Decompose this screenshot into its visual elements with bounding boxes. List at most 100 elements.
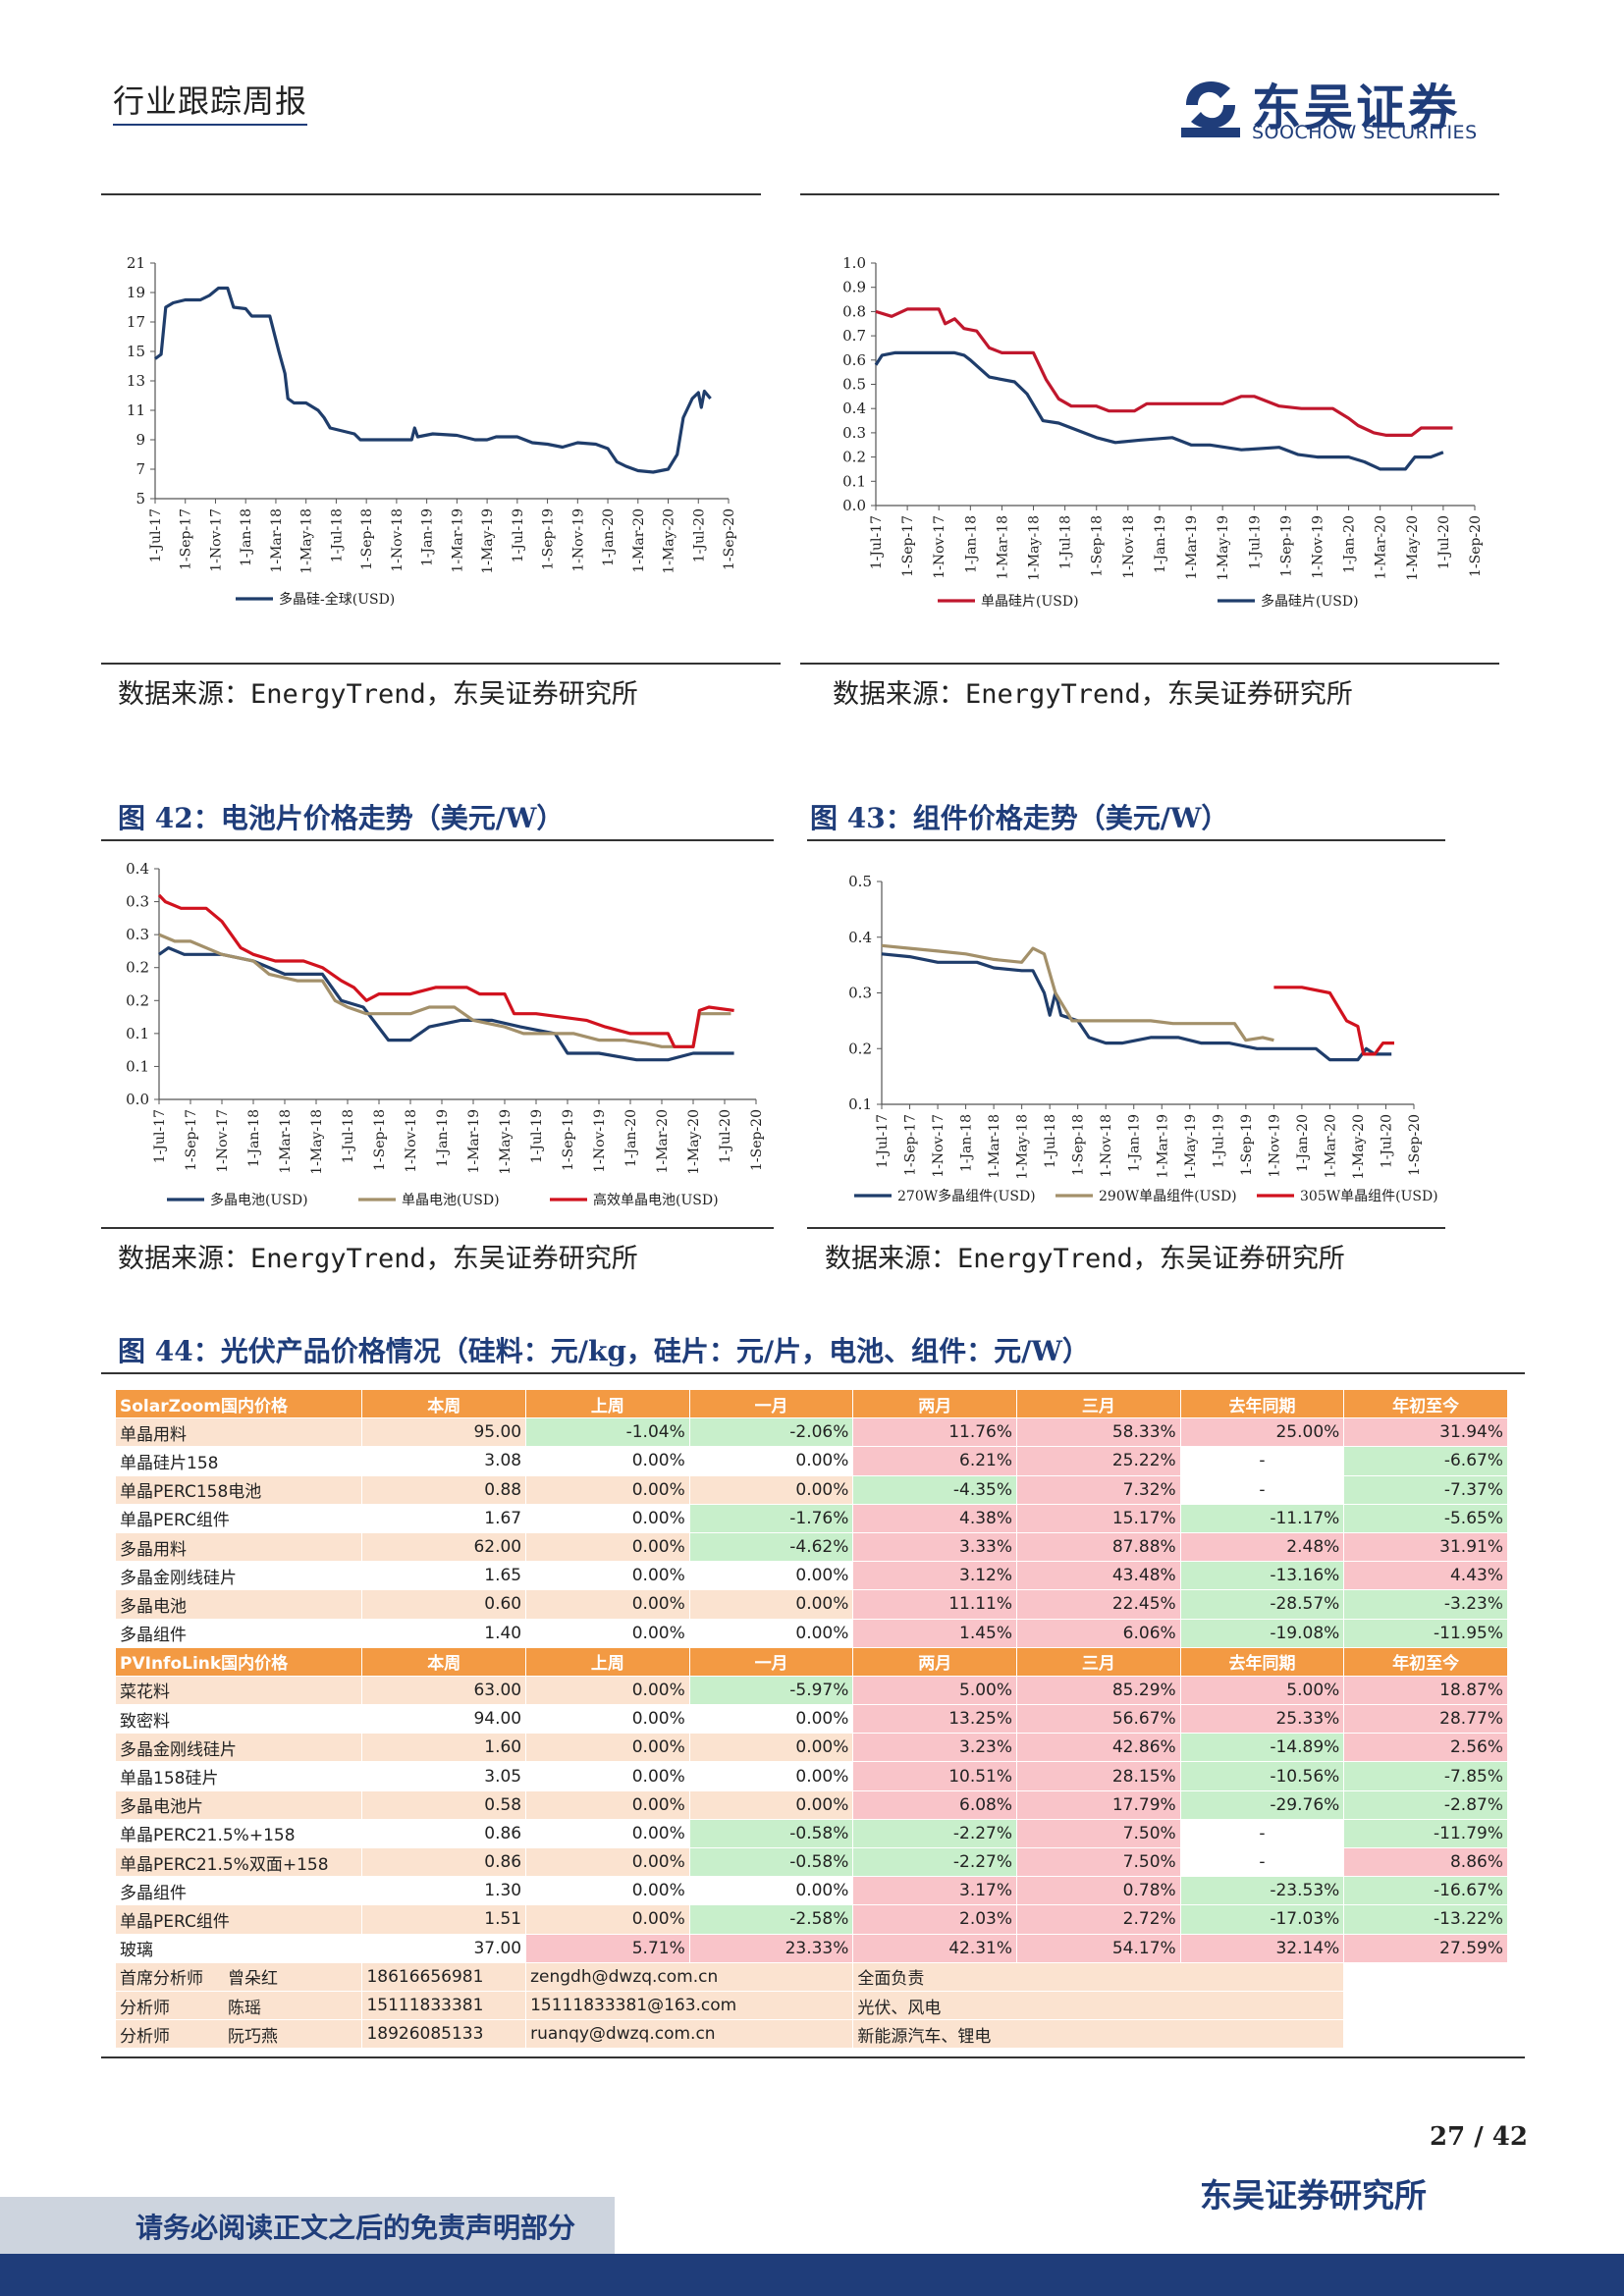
table-cell: 0.58 [361,1790,527,1820]
table-cell: 0.00% [525,1561,690,1591]
series-line-2 [158,933,731,1048]
table-cell: 15.17% [1016,1504,1181,1533]
x-tick-label: 1-May-19 [480,508,496,574]
table-cell: -14.89% [1180,1733,1345,1763]
legend-label: 多晶硅-全球(USD) [279,591,395,608]
table-cell: 1.40 [361,1619,527,1648]
series-line-1 [881,952,1392,1062]
table-cell: 27.59% [1343,1934,1508,1963]
table-cell: 3.23% [852,1733,1018,1763]
table-cell: 22.45% [1016,1589,1181,1620]
x-tick-label: 1-Sep-19 [1278,515,1294,577]
y-tick-label: 0.2 [126,959,149,977]
series-line-2 [874,350,1444,471]
table-cell: 85.29% [1016,1676,1181,1706]
y-tick-label: 0.1 [126,1057,149,1075]
table-cell: 4.38% [852,1504,1018,1533]
table-cell: 43.48% [1016,1561,1181,1591]
y-tick-label: 9 [135,431,145,449]
table-cell: 0.00% [689,1561,854,1591]
x-tick-label: 1-May-18 [309,1109,325,1175]
x-tick-label: 1-Jan-20 [623,1109,639,1167]
x-tick-label: 1-Jul-19 [1211,1114,1226,1168]
table-cell: 0.88 [361,1475,527,1505]
x-tick-label: 1-Mar-18 [269,508,285,573]
table-cell: -0.58% [689,1819,854,1849]
x-tick-label: 1-Mar-18 [278,1109,294,1174]
x-tick-label: 1-Jan-18 [246,1109,262,1167]
table-cell: 7.32% [1016,1475,1181,1505]
pv-price-table: SolarZoom国内价格 本周 上周 一月 两月 三月 去年同期 年初至今 单晶用料 95.00… [116,1390,1508,2050]
table-cell: -4.62% [689,1532,854,1563]
y-tick-label: 0.4 [126,860,149,878]
analyst-coverage: 全面负责 [852,1962,1345,1992]
y-tick-label: 0.4 [842,400,866,417]
report-type-title: 行业跟踪周报 [113,77,308,126]
analyst-phone: 18926085133 [361,2019,527,2050]
table-cell: -17.03% [1180,1904,1345,1935]
legend-label: 多晶电池(USD) [210,1192,308,1208]
table-cell: 0.00% [689,1790,854,1820]
table-cell: 32.14% [1180,1934,1345,1963]
x-tick-label: 1-Mar-20 [1323,1114,1338,1179]
table-cell: -11.95% [1343,1619,1508,1648]
table-row: 单晶硅片158 3.08 0.00% 0.00% 6.21% 25.22% - -6.67% [116,1446,1508,1476]
table-cell: 0.86 [361,1819,527,1849]
analyst-email: ruanqy@dwzq.com.cn [525,2019,854,2050]
table-cell: -1.04% [525,1417,690,1448]
table-cell: 3.12% [852,1561,1018,1591]
table-header-cell: 年初至今 [1343,1647,1508,1677]
source-note-polysilicon: 数据来源：EnergyTrend，东吴证券研究所 [118,679,638,710]
x-tick-label: 1-Mar-20 [1374,515,1389,580]
x-tick-label: 1-Mar-19 [466,1109,482,1174]
table-cell: -28.57% [1180,1589,1345,1620]
x-tick-label: 1-Sep-20 [749,1109,765,1171]
table-cell: -6.67% [1343,1446,1508,1476]
table-cell: -10.56% [1180,1761,1345,1791]
x-tick-label: 1-Nov-19 [1310,515,1326,579]
x-tick-label: 1-Sep-19 [1239,1114,1255,1176]
rule-fig44-bottom [101,2056,1525,2058]
table-row-label: 单晶PERC组件 [116,1504,363,1533]
table-cell: 1.51 [361,1904,527,1935]
x-tick-label: 1-Mar-18 [987,1114,1002,1179]
table-cell: 87.88% [1016,1532,1181,1563]
x-tick-label: 1-May-19 [1216,515,1231,581]
table-cell: 0.00% [525,1847,690,1878]
table-cell: 62.00 [361,1532,527,1563]
figure-44-title: 图 44：光伏产品价格情况（硅料：元/kg，硅片：元/片，电池、组件：元/W） [118,1335,1090,1367]
logo-text-en: SOOCHOW SECURITIES [1252,122,1478,143]
analyst-name: 陈瑶 [228,1998,261,2018]
table-header-cell: 三月 [1016,1390,1181,1419]
table-cell: 0.00% [689,1876,854,1906]
y-tick-label: 0.4 [848,929,872,946]
table-header-cell: 上周 [525,1647,690,1677]
source-note-module: 数据来源：EnergyTrend，东吴证券研究所 [825,1244,1345,1274]
table-cell: -7.37% [1343,1475,1508,1505]
table-cell: -11.79% [1343,1819,1508,1849]
x-tick-label: 1-Nov-18 [390,508,406,572]
table-cell: -0.58% [689,1847,854,1878]
table-header-cell: 本周 [361,1647,527,1677]
y-tick-label: 19 [127,284,145,301]
table-cell: - [1180,1819,1345,1849]
table-header-cell: 年初至今 [1343,1390,1508,1419]
table-cell: -2.87% [1343,1790,1508,1820]
x-tick-label: 1-Mar-20 [631,508,647,573]
x-tick-label: 1-Nov-18 [1121,515,1137,579]
table-row-label: 单晶PERC21.5%+158 [116,1819,363,1849]
x-tick-label: 1-Jan-18 [239,508,254,566]
table-cell: 0.00% [525,1446,690,1476]
table-row-label: 单晶用料 [116,1417,363,1448]
x-tick-label: 1-Jan-18 [963,515,979,573]
y-tick-label: 0.5 [842,376,866,394]
x-tick-label: 1-Nov-17 [932,515,947,579]
table-cell: -13.16% [1180,1561,1345,1591]
rule-fig43-bottom [807,1227,1445,1229]
table-cell: 4.43% [1343,1561,1508,1591]
x-tick-label: 1-Mar-18 [995,515,1010,580]
analyst-coverage: 新能源汽车、锂电 [852,2019,1345,2050]
table-cell: 0.78% [1016,1876,1181,1906]
table-cell: - [1180,1446,1345,1476]
table-cell: 0.00% [689,1619,854,1648]
